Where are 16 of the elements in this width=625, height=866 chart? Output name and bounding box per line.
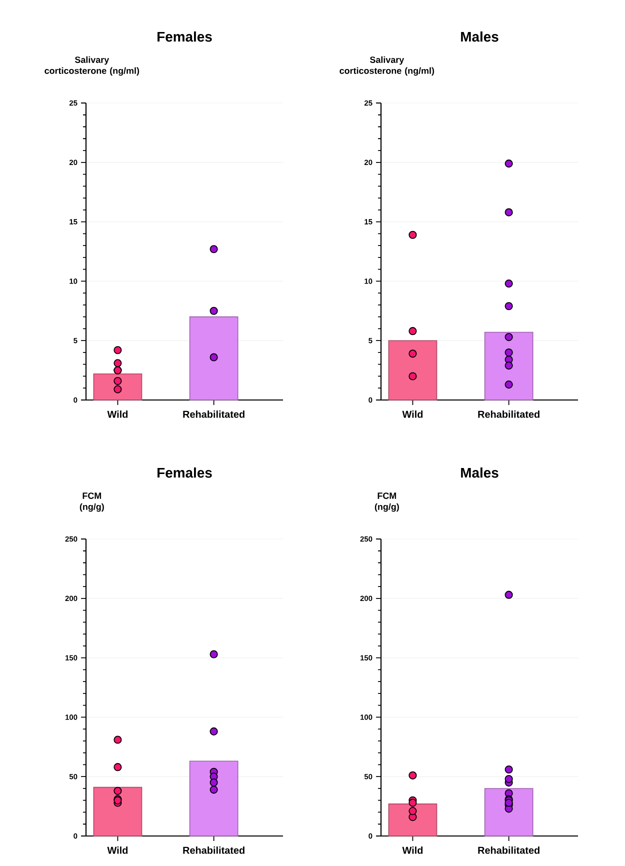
chart-title: Males [461,31,498,42]
y-axis-title: Salivary corticosterone (ng/ml) [340,56,434,76]
y-axis-title: FCM (ng/g) [374,492,399,512]
x-tick-label: Rehabilitated [478,410,540,418]
x-tick-label: Rehabilitated [478,846,540,854]
x-tick-label: Wild [402,846,423,854]
chart-title: Females [158,467,212,478]
x-tick-label: Rehabilitated [183,410,244,418]
y-axis-title: Salivary corticosterone (ng/ml) [44,56,140,76]
x-tick-label: Rehabilitated [183,846,244,854]
y-axis-title: FCM (ng/g) [80,492,104,512]
chart-title: Females [158,31,212,42]
x-tick-label: Wild [107,846,128,854]
x-tick-label: Wild [402,410,423,418]
chart-title: Males [461,467,498,478]
x-tick-label: Wild [107,410,128,418]
